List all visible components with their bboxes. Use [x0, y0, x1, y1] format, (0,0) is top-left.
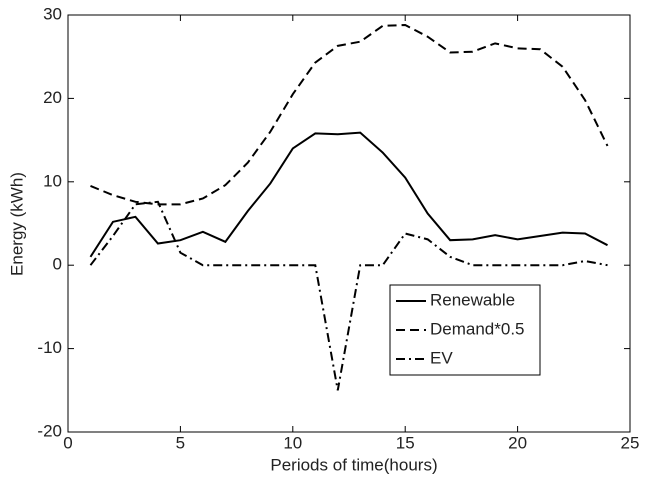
y-axis-label: Energy (kWh) — [7, 172, 26, 276]
x-axis-label: Periods of time(hours) — [270, 455, 437, 474]
y-tick-label: 30 — [43, 4, 62, 23]
x-tick-label: 10 — [283, 433, 302, 452]
legend-label: Renewable — [430, 290, 515, 309]
x-tick-label: 25 — [621, 433, 640, 452]
line-series — [89, 200, 608, 391]
x-tick-label: 5 — [176, 433, 185, 452]
x-tick-label: 0 — [63, 433, 72, 452]
line-series — [90, 23, 609, 206]
y-tick-label: 10 — [43, 171, 62, 190]
legend-label: EV — [430, 348, 453, 367]
y-tick-label: 0 — [53, 255, 62, 274]
legend-label: Demand*0.5 — [430, 319, 525, 338]
y-tick-label: -20 — [37, 421, 62, 440]
x-tick-label: 15 — [396, 433, 415, 452]
x-tick-label: 20 — [508, 433, 527, 452]
line-series — [89, 131, 608, 258]
y-tick-label: 20 — [43, 88, 62, 107]
y-tick-label: -10 — [37, 338, 62, 357]
plot-frame — [67, 14, 631, 433]
